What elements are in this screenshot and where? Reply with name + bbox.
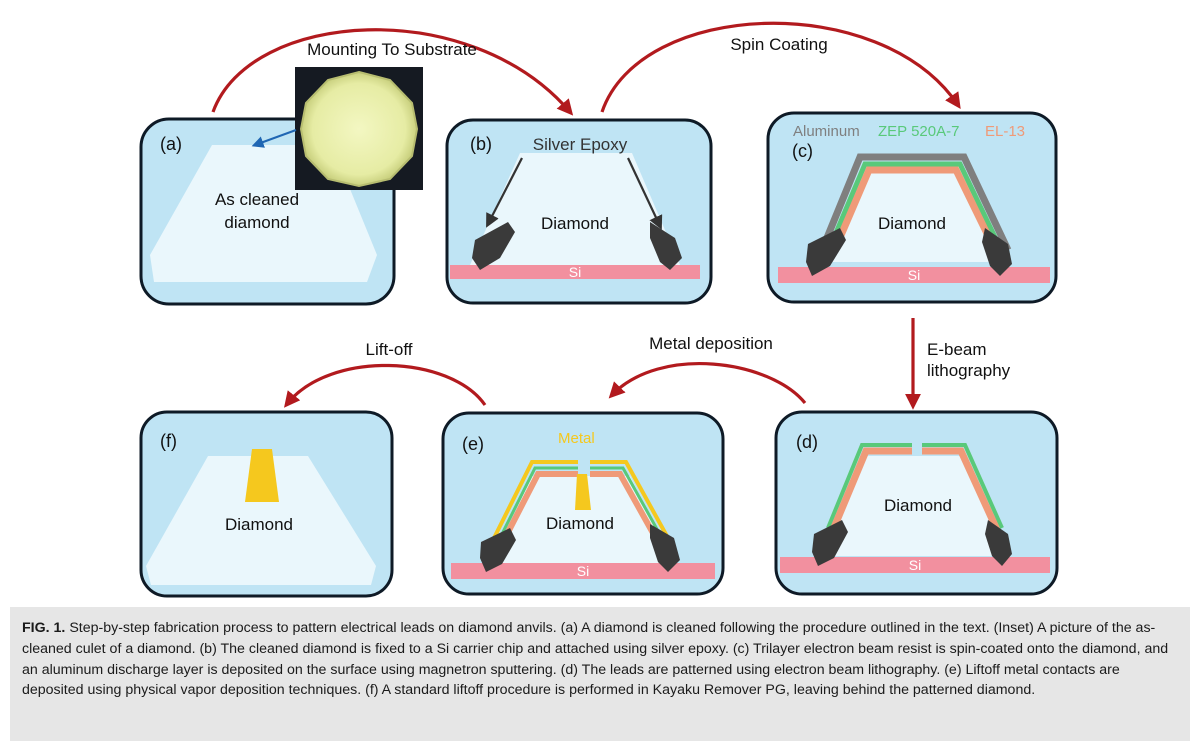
panel-e-zep-left — [497, 466, 578, 541]
panel-c-diamond-label: Diamond — [878, 214, 946, 233]
inset-pointer-arrow — [251, 129, 297, 148]
panel-e-diamond — [490, 476, 675, 566]
panel-d-si-label: Si — [909, 557, 921, 573]
panel-e-metal-text: Metal — [558, 430, 595, 447]
panel-a-text-1: As cleaned — [215, 190, 299, 209]
panel-f-diamond-label: Diamond — [225, 515, 293, 534]
panel-e-metal-contact — [575, 474, 591, 510]
panel-b-si-label: Si — [569, 264, 581, 280]
panel-d-zep-left — [826, 443, 912, 529]
panel-b: Si (b) Silver Epoxy Diamond — [445, 118, 713, 305]
panel-d: Si (d) Diamond — [774, 410, 1059, 596]
panel-d-el13-right — [922, 447, 1001, 532]
panel-b-epoxy-left — [472, 222, 515, 270]
panel-e-si — [451, 563, 715, 579]
panel-c-el13-text: EL-13 — [985, 123, 1025, 140]
step-liftoff-label: Lift-off — [366, 340, 413, 359]
panel-b-diamond — [470, 153, 680, 265]
panel-b-diamond-label: Diamond — [541, 214, 609, 233]
panel-c-zep-layer — [825, 161, 1005, 254]
panel-b-si — [450, 265, 700, 279]
step-ebeam-label-1: E-beam — [927, 340, 987, 359]
panel-c-label: (c) — [792, 141, 813, 161]
panel-c-zep-text: ZEP 520A-7 — [878, 123, 959, 140]
panel-b-epoxy-pointer-right — [627, 157, 663, 230]
panel-e-metal-left — [492, 460, 578, 539]
panel-d-epoxy-right — [985, 520, 1012, 566]
fabrication-diagram: (a) As cleaned diamond Si (b) Silver Epo… — [139, 21, 1059, 598]
panel-d-si — [780, 557, 1050, 573]
step-mounting-label: Mounting To Substrate — [307, 40, 477, 59]
panel-c-el13-layer — [829, 166, 1001, 256]
panel-e-metal-right — [590, 460, 670, 539]
panel-d-diamond — [822, 456, 1005, 556]
inset-photo — [295, 67, 423, 190]
panel-b-epoxy-pointer-left — [486, 157, 523, 228]
panel-c-epoxy-left — [806, 228, 846, 276]
panel-c-si-label: Si — [908, 267, 920, 283]
panel-c: Si (c) Aluminum ZEP 520A-7 EL-13 Diamond — [766, 111, 1058, 304]
panel-f-metal-contact — [245, 449, 279, 502]
panel-f-label: (f) — [160, 431, 177, 451]
panel-e-epoxy-right — [650, 524, 680, 572]
panel-c-aluminum-layer — [818, 153, 1012, 252]
caption-prefix: FIG. 1. — [22, 620, 66, 636]
panel-b-label: (b) — [470, 134, 492, 154]
panel-a: (a) As cleaned diamond — [139, 67, 423, 306]
panel-e-diamond-label: Diamond — [546, 514, 614, 533]
panel-d-diamond-label: Diamond — [884, 496, 952, 515]
panel-f-diamond — [146, 456, 376, 585]
panel-c-epoxy-right — [982, 228, 1012, 276]
panel-e-zep-right — [590, 466, 665, 541]
step-metal-dep-label: Metal deposition — [649, 334, 773, 353]
arrow-spin-coating — [600, 21, 961, 113]
panel-d-epoxy-left — [812, 520, 848, 566]
caption-text: Step-by-step fabrication process to patt… — [22, 620, 1169, 699]
panel-d-zep-right — [922, 443, 1004, 529]
panel-b-epoxy-right — [650, 222, 682, 270]
panel-e-el13-left — [500, 471, 578, 544]
panel-e: Si (e) Metal Diamond — [441, 411, 725, 596]
panel-e-epoxy-left — [480, 528, 516, 572]
arrow-mounting — [211, 28, 574, 116]
process-arrows — [211, 21, 961, 410]
panel-e-si-label: Si — [577, 563, 589, 579]
culet-image — [299, 70, 419, 188]
arrow-liftoff — [284, 363, 487, 408]
panel-e-el13-right — [590, 471, 661, 544]
panel-c-si — [778, 267, 1050, 283]
panel-b-epoxy-text: Silver Epoxy — [533, 135, 628, 154]
panel-d-el13-left — [829, 447, 912, 532]
panel-c-diamond — [822, 166, 1008, 262]
panel-a-label: (a) — [160, 134, 182, 154]
arrow-metal-deposition — [608, 362, 807, 405]
panel-e-label: (e) — [462, 434, 484, 454]
figure-caption: FIG. 1. Step-by-step fabrication process… — [10, 607, 1190, 741]
panel-d-label: (d) — [796, 432, 818, 452]
step-spin-label: Spin Coating — [730, 35, 827, 54]
panel-a-text-2: diamond — [224, 213, 289, 232]
step-ebeam-label-2: lithography — [927, 361, 1011, 380]
panel-f: (f) Diamond — [139, 410, 394, 598]
panel-c-aluminum-text: Aluminum — [793, 123, 860, 140]
